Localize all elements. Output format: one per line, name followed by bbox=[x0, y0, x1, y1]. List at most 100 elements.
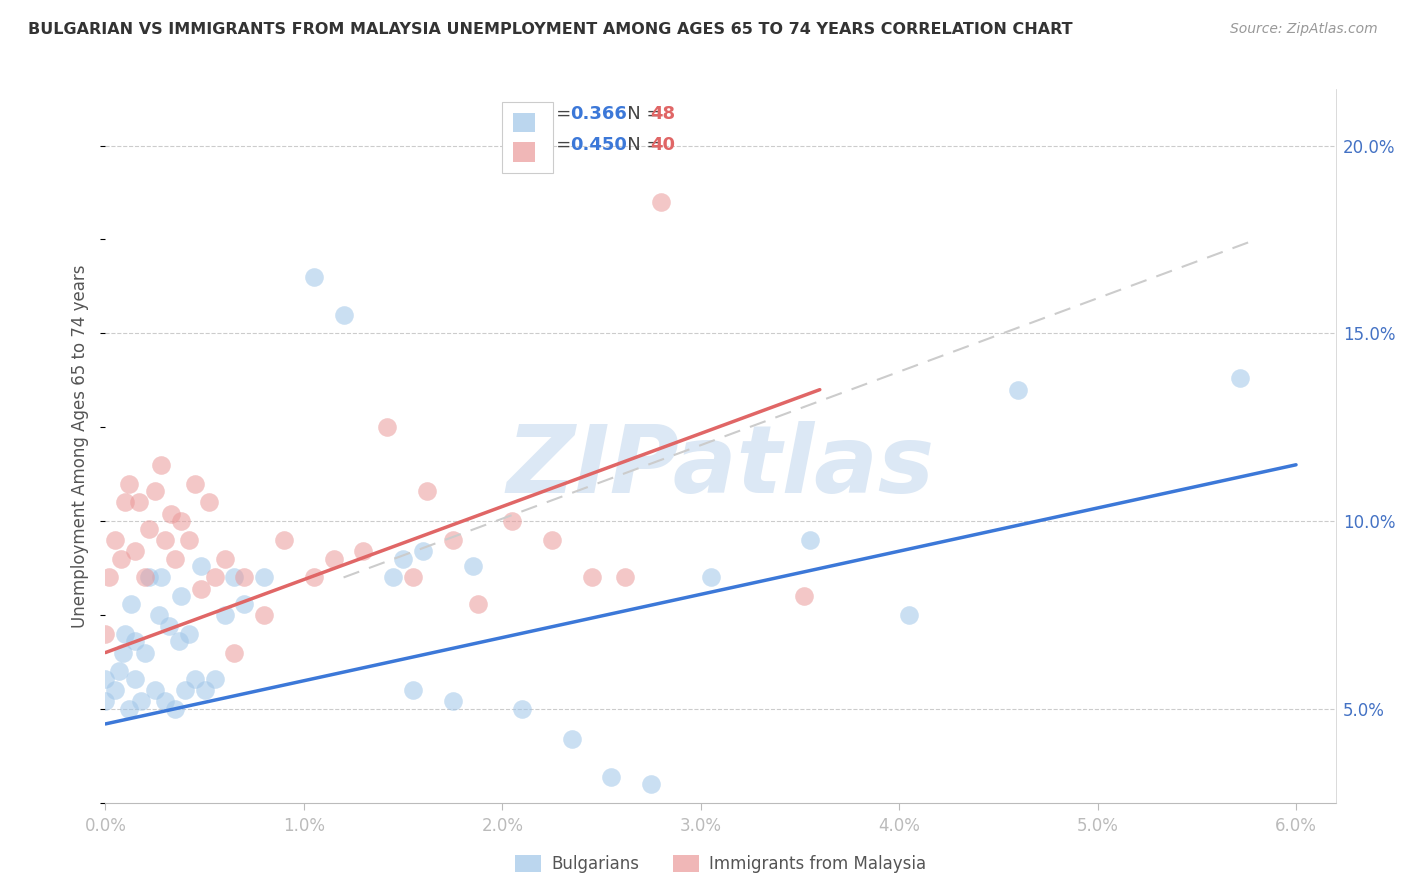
Point bbox=[112, 646, 135, 660]
Point bbox=[94, 627, 117, 641]
Point bbox=[118, 702, 141, 716]
Text: ZIPatlas: ZIPatlas bbox=[506, 421, 935, 514]
Point bbox=[441, 533, 464, 547]
Point bbox=[214, 607, 236, 622]
Point bbox=[150, 570, 173, 584]
Point bbox=[650, 194, 672, 209]
Point bbox=[561, 731, 583, 746]
Text: BULGARIAN VS IMMIGRANTS FROM MALAYSIA UNEMPLOYMENT AMONG AGES 65 TO 74 YEARS COR: BULGARIAN VS IMMIGRANTS FROM MALAYSIA UN… bbox=[28, 22, 1073, 37]
Point bbox=[541, 533, 564, 547]
Point bbox=[467, 597, 489, 611]
Point bbox=[153, 533, 176, 547]
Point bbox=[302, 270, 325, 285]
Point bbox=[143, 683, 166, 698]
Point bbox=[184, 476, 207, 491]
Point bbox=[190, 559, 212, 574]
Point bbox=[402, 570, 425, 584]
Text: N =: N = bbox=[610, 105, 666, 123]
Point bbox=[143, 484, 166, 499]
Point bbox=[214, 551, 236, 566]
Point bbox=[190, 582, 212, 596]
Point bbox=[150, 458, 173, 472]
Point bbox=[173, 683, 195, 698]
Point bbox=[253, 607, 276, 622]
Point bbox=[157, 619, 180, 633]
Point bbox=[124, 634, 146, 648]
Point bbox=[600, 770, 623, 784]
Point bbox=[114, 495, 136, 509]
Point bbox=[134, 646, 156, 660]
Point bbox=[640, 777, 662, 791]
Text: N =: N = bbox=[610, 136, 666, 153]
Point bbox=[799, 533, 821, 547]
Point bbox=[352, 544, 374, 558]
Point bbox=[233, 570, 256, 584]
Point bbox=[134, 570, 156, 584]
Point bbox=[412, 544, 434, 558]
Text: Source: ZipAtlas.com: Source: ZipAtlas.com bbox=[1230, 22, 1378, 37]
Point bbox=[793, 589, 815, 603]
Point bbox=[253, 570, 276, 584]
Point bbox=[138, 570, 160, 584]
Point bbox=[129, 694, 152, 708]
Point bbox=[204, 672, 226, 686]
Point bbox=[94, 672, 117, 686]
Point bbox=[699, 570, 721, 584]
Point bbox=[1007, 383, 1029, 397]
Point bbox=[510, 702, 533, 716]
Point bbox=[581, 570, 603, 584]
Text: 40: 40 bbox=[651, 136, 675, 153]
Point bbox=[224, 570, 246, 584]
Point bbox=[392, 551, 415, 566]
Point bbox=[153, 694, 176, 708]
Point bbox=[204, 570, 226, 584]
Point bbox=[148, 607, 170, 622]
Point bbox=[170, 514, 193, 528]
Point bbox=[120, 597, 142, 611]
Point bbox=[224, 646, 246, 660]
Text: 0.450: 0.450 bbox=[571, 136, 627, 153]
Point bbox=[104, 683, 127, 698]
Point bbox=[167, 634, 190, 648]
Text: 0.366: 0.366 bbox=[571, 105, 627, 123]
Y-axis label: Unemployment Among Ages 65 to 74 years: Unemployment Among Ages 65 to 74 years bbox=[72, 264, 90, 628]
Point bbox=[110, 551, 132, 566]
Legend: Bulgarians, Immigrants from Malaysia: Bulgarians, Immigrants from Malaysia bbox=[508, 848, 934, 880]
Text: R =: R = bbox=[538, 136, 578, 153]
Point bbox=[163, 702, 186, 716]
Point bbox=[114, 627, 136, 641]
Point bbox=[461, 559, 484, 574]
Point bbox=[1229, 371, 1251, 385]
Point bbox=[322, 551, 344, 566]
Point bbox=[332, 308, 354, 322]
Point bbox=[124, 672, 146, 686]
Point bbox=[233, 597, 256, 611]
Point bbox=[898, 607, 921, 622]
Point bbox=[302, 570, 325, 584]
Point bbox=[118, 476, 141, 491]
Point bbox=[402, 683, 425, 698]
Point bbox=[94, 694, 117, 708]
Point bbox=[441, 694, 464, 708]
Point bbox=[124, 544, 146, 558]
Point bbox=[170, 589, 193, 603]
Point bbox=[177, 533, 200, 547]
Point bbox=[98, 570, 121, 584]
Point bbox=[104, 533, 127, 547]
Point bbox=[614, 570, 637, 584]
Point bbox=[197, 495, 219, 509]
Point bbox=[382, 570, 405, 584]
Text: R =: R = bbox=[538, 105, 578, 123]
Point bbox=[128, 495, 150, 509]
Point bbox=[501, 514, 523, 528]
Point bbox=[184, 672, 207, 686]
Text: 48: 48 bbox=[651, 105, 675, 123]
Point bbox=[177, 627, 200, 641]
Point bbox=[138, 522, 160, 536]
Point bbox=[194, 683, 217, 698]
Point bbox=[273, 533, 295, 547]
Point bbox=[108, 665, 131, 679]
Point bbox=[163, 551, 186, 566]
Point bbox=[375, 420, 398, 434]
Point bbox=[160, 507, 183, 521]
